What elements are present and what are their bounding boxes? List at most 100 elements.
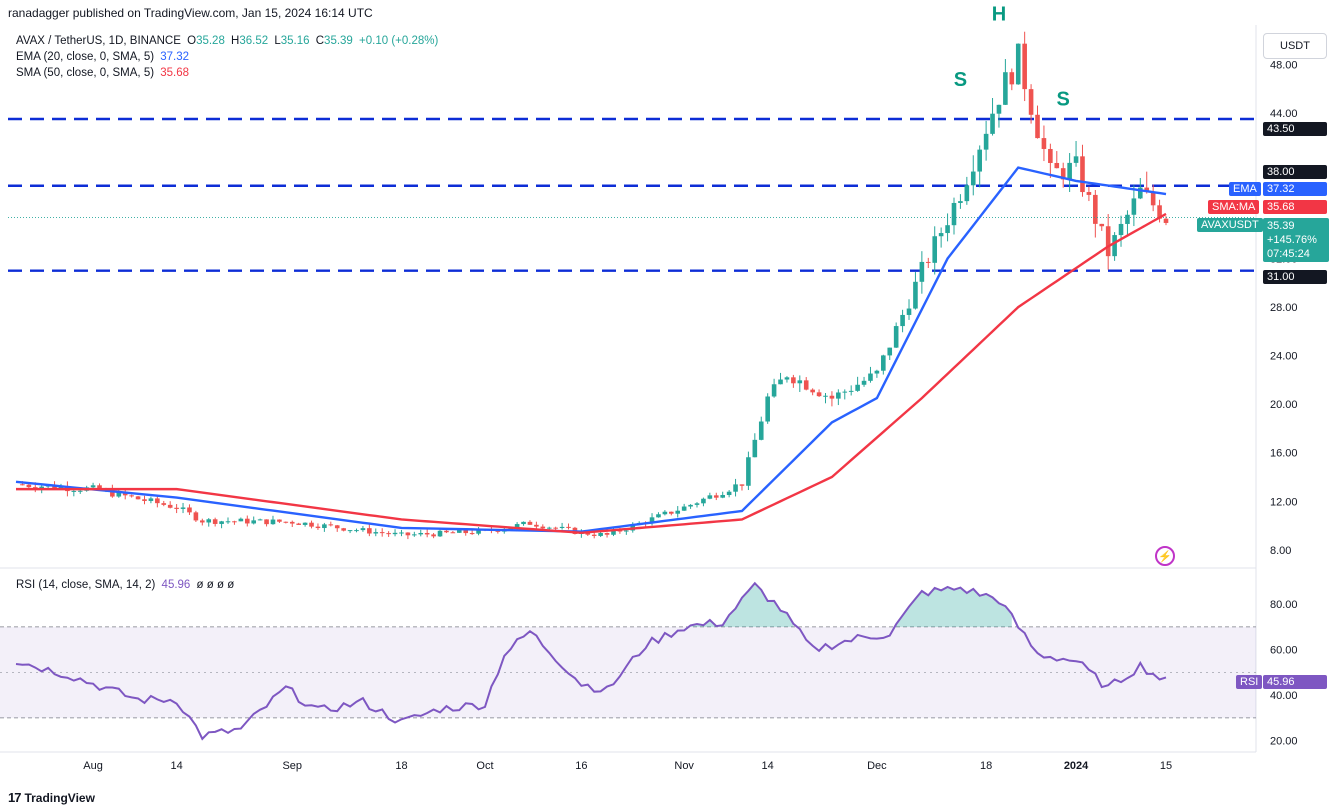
candle-body [951, 202, 957, 226]
flash-icon[interactable]: ⚡ [1155, 546, 1175, 566]
candle-body [20, 484, 25, 486]
level-badge-43-50: 43.50 [1263, 122, 1327, 136]
candle-body [913, 281, 918, 309]
candle-body [270, 519, 276, 525]
candle-body [39, 486, 44, 489]
candle-body [784, 377, 790, 380]
candle-body [893, 326, 899, 348]
candle-body [521, 521, 526, 525]
sma-badge-label: SMA:MA [1208, 200, 1260, 214]
symbol-label: AVAX / TetherUS, 1D, BINANCE [16, 35, 181, 47]
candle-body [71, 490, 77, 492]
candle-body [707, 495, 713, 499]
price-tick-label: 12.00 [1270, 496, 1298, 508]
candle-body [1157, 205, 1162, 219]
candle-body [161, 503, 167, 505]
candle-body [1163, 218, 1169, 223]
candle-body [739, 484, 745, 486]
candle-body [347, 530, 353, 532]
candle-body [675, 510, 681, 514]
candle-body [649, 517, 655, 524]
footer-brand-name: TradingView [24, 790, 95, 805]
candle-body [540, 526, 546, 529]
candle-body [277, 519, 282, 522]
rsi-tick-label: 60.00 [1270, 645, 1298, 657]
candle-body [354, 530, 359, 532]
price-badge-change: +145.76% [1267, 234, 1317, 246]
candle-body [855, 384, 860, 391]
candle-body [1093, 194, 1098, 224]
candle-body [900, 314, 905, 327]
candle-body [765, 396, 770, 422]
price-badge-timer: 07:45:24 [1267, 248, 1310, 260]
candle-body [617, 530, 623, 532]
candle-body [450, 532, 456, 534]
candle-body [212, 519, 218, 524]
candle-body [758, 421, 764, 440]
candle-body [174, 507, 179, 509]
candle-body [1105, 226, 1111, 257]
candle-body [289, 521, 295, 524]
rsi-legend-extras: ø ø ø ø [196, 579, 235, 591]
candle-body [1041, 138, 1047, 149]
candle-body [238, 518, 244, 522]
candle-body [1099, 223, 1105, 227]
candle-body [842, 391, 848, 393]
candle-body [90, 485, 96, 488]
candle-body [553, 527, 558, 529]
candle-body [611, 530, 616, 535]
candle-body [559, 526, 565, 529]
candle-body [187, 507, 192, 513]
level-badge-31-00: 31.00 [1263, 270, 1327, 284]
candle-body [604, 533, 610, 535]
candle-body [996, 104, 1002, 114]
price-badge: 35.39 +145.76% 07:45:24 [1263, 218, 1329, 262]
rsi-legend[interactable]: RSI (14, close, SMA, 14, 2) 45.96 ø ø ø … [16, 578, 234, 593]
candle-body [771, 384, 777, 397]
candle-body [688, 504, 693, 507]
candle-body [58, 486, 64, 489]
candle-body [816, 392, 822, 397]
symbol-legend[interactable]: AVAX / TetherUS, 1D, BINANCE O35.28 H36.… [16, 34, 438, 49]
rsi-legend-value: 45.96 [161, 579, 191, 591]
candle-body [566, 526, 571, 528]
candle-body [861, 380, 867, 385]
candle-body [925, 261, 931, 263]
candle-body [424, 532, 430, 535]
rsi-line [15, 581, 1167, 741]
candle-body [206, 519, 212, 523]
candle-body [97, 485, 102, 491]
candle-body [1015, 43, 1021, 85]
candle-body [26, 484, 32, 488]
currency-button[interactable]: USDT [1263, 33, 1327, 59]
pattern-annotation-s-0: S [954, 69, 967, 91]
candle-body [264, 519, 269, 525]
ema-legend[interactable]: EMA (20, close, 0, SMA, 5) 37.32 [16, 50, 189, 65]
candle-body [142, 499, 147, 501]
price-tick-label: 8.00 [1270, 545, 1291, 557]
sma-legend[interactable]: SMA (50, close, 0, SMA, 5) 35.68 [16, 66, 189, 81]
candle-body [1138, 187, 1143, 199]
candle-body [752, 439, 758, 458]
candle-body [135, 496, 141, 500]
ema-line [15, 166, 1167, 533]
sma-legend-label: SMA (50, close, 0, SMA, 5) [16, 67, 155, 79]
candle-body [977, 149, 982, 172]
time-tick-label: 18 [395, 760, 407, 772]
candle-body [379, 532, 385, 534]
candle-body [733, 484, 738, 492]
candle-body [514, 524, 520, 528]
candle-body [746, 457, 751, 486]
price-badge-label: AVAXUSDT [1197, 218, 1263, 232]
candle-body [77, 490, 83, 492]
candle-body [392, 532, 398, 535]
candle-body [52, 485, 57, 489]
candle-body [167, 504, 173, 508]
footer-brand[interactable]: 17 TradingView [8, 790, 95, 805]
candle-body [534, 524, 539, 527]
time-tick-label: Aug [83, 760, 103, 772]
candle-body [932, 236, 938, 263]
candle-body [669, 511, 674, 514]
candle-body [283, 521, 289, 523]
